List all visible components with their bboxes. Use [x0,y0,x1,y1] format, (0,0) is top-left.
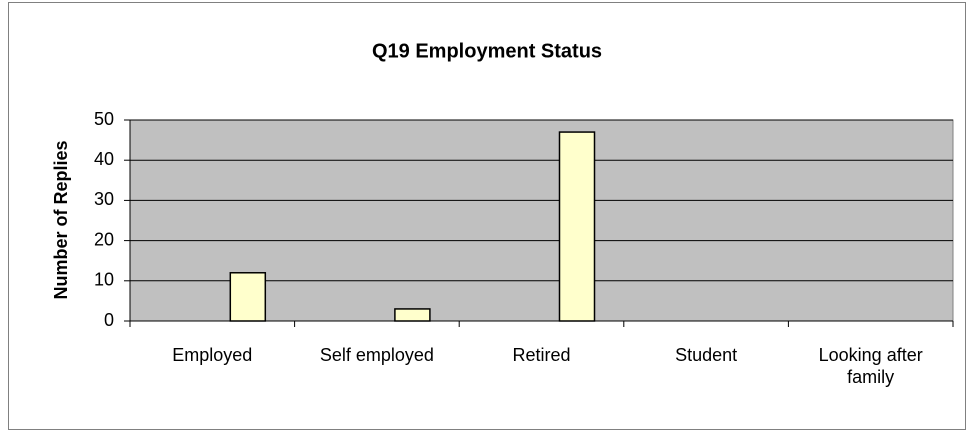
chart-title: Q19 Employment Status [372,40,602,62]
bar [394,308,431,322]
plot-area [129,119,954,322]
y-tick-label: 30 [94,189,114,209]
y-tick-label: 20 [94,229,114,249]
y-tick-label: 50 [94,109,114,129]
y-tick-label: 10 [94,270,114,290]
x-tick-label: Looking after family [818,345,923,387]
y-axis-label: Number of Replies [51,140,71,299]
bar [558,131,596,322]
x-tick-label: Self employed [319,345,434,365]
x-tick-label: Student [675,345,738,365]
y-tick-label: 40 [94,149,114,169]
x-tick-label: Retired [512,345,571,365]
bar [229,272,267,322]
y-tick-label: 0 [104,310,114,330]
x-tick-label: Employed [172,345,253,365]
